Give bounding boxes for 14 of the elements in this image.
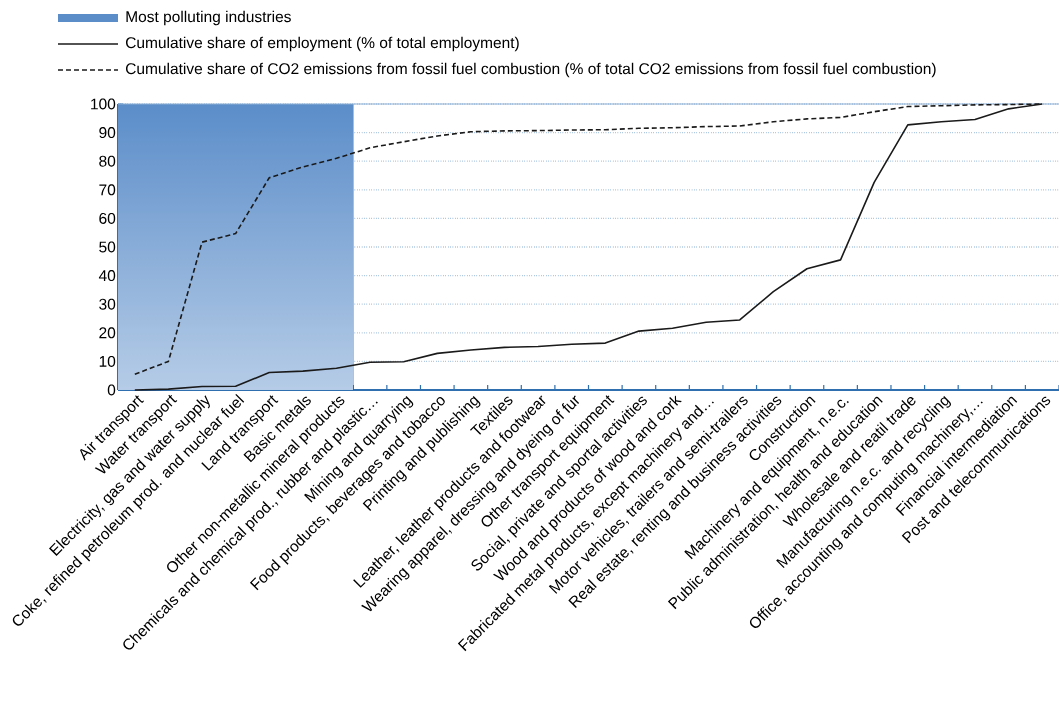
y-tick-label: 90	[99, 127, 116, 139]
y-tick-label: 80	[99, 155, 116, 167]
legend-label: Most polluting industries	[126, 10, 291, 26]
y-tick-label: 50	[99, 241, 116, 253]
y-tick-label: 100	[91, 98, 116, 110]
y-tick-label: 0	[107, 384, 116, 396]
legend-label: Cumulative share of CO2 emissions from fossil fuel combustion (% of total CO2 emissions from fossil fuel combustion)	[125, 62, 936, 78]
y-tick-label: 70	[99, 184, 116, 196]
y-tick-label: 60	[99, 212, 116, 224]
y-tick-label: 30	[99, 298, 116, 310]
legend-label: Cumulative share of employment (% of total employment)	[125, 36, 519, 52]
y-tick-label: 20	[99, 327, 116, 339]
y-tick-label: 40	[98, 270, 116, 282]
y-tick-label: 10	[99, 355, 116, 367]
